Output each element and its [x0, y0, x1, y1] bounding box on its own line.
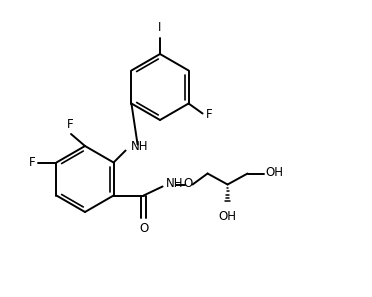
- Text: NH: NH: [166, 177, 183, 190]
- Text: F: F: [29, 156, 35, 169]
- Text: F: F: [206, 108, 212, 121]
- Text: OH: OH: [219, 211, 237, 224]
- Text: F: F: [67, 118, 73, 131]
- Text: I: I: [158, 21, 162, 34]
- Text: NH: NH: [131, 140, 148, 153]
- Text: O: O: [183, 177, 192, 190]
- Text: O: O: [139, 222, 148, 236]
- Text: OH: OH: [266, 166, 283, 179]
